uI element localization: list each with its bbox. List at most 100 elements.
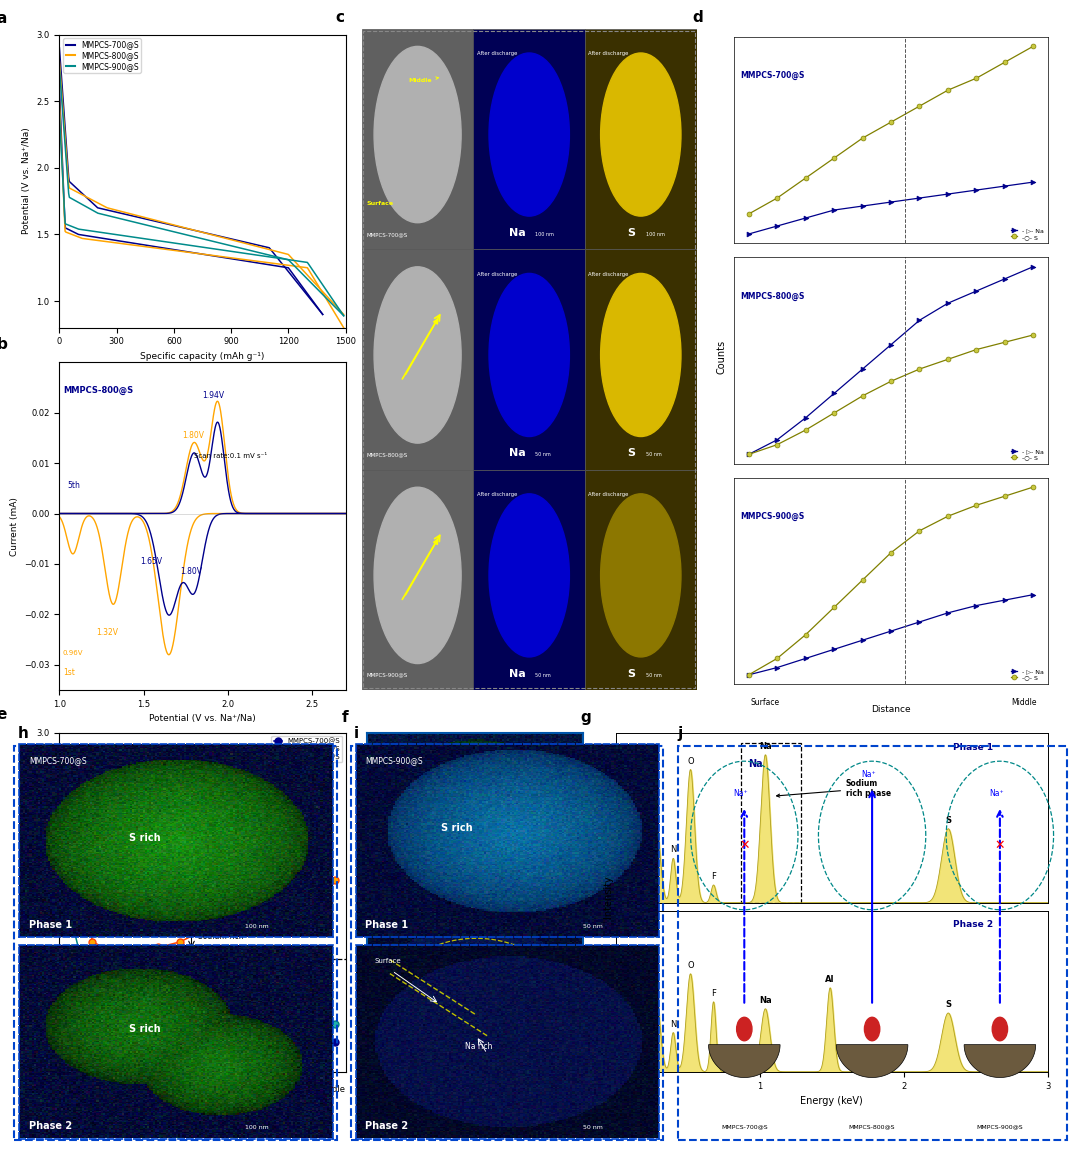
-○- S: [942, 352, 955, 366]
Text: SEI film: SEI film: [401, 1032, 429, 1041]
Text: MMPCS-800@S: MMPCS-800@S: [63, 385, 133, 394]
Polygon shape: [708, 1044, 780, 1078]
- ▷- Na: [913, 313, 926, 327]
-○- S: [942, 509, 955, 523]
Text: N: N: [670, 1020, 676, 1029]
MMPCS-800@S: [152, 941, 165, 954]
Text: Na: Na: [748, 759, 762, 768]
- ▷- Na: [1027, 588, 1040, 601]
-○- S: [742, 207, 755, 221]
Text: MMPCS-900@S: MMPCS-900@S: [366, 673, 407, 677]
X-axis label: Potential (V vs. Na⁺/Na): Potential (V vs. Na⁺/Na): [149, 714, 256, 723]
Polygon shape: [836, 1044, 908, 1078]
Legend: - ▷- Na, -○- S: - ▷- Na, -○- S: [1010, 228, 1044, 240]
MMPCS-800@S: [174, 935, 187, 949]
Text: h: h: [17, 726, 28, 741]
-○- S: [771, 438, 784, 452]
Text: i: i: [354, 726, 360, 741]
- ▷- Na: [970, 183, 983, 197]
Text: S: S: [627, 669, 635, 678]
-○- S: [885, 546, 897, 560]
MMPCS-700@S: [328, 1035, 341, 1049]
- ▷- Na: [1027, 175, 1040, 189]
-○- S: [856, 389, 869, 402]
- ▷- Na: [856, 634, 869, 647]
MMPCS-900@S: [152, 1014, 165, 1028]
Text: 50 nm: 50 nm: [646, 673, 662, 677]
Line: MMPCS-800@S: MMPCS-800@S: [67, 803, 338, 963]
Text: 50 nm: 50 nm: [583, 1125, 603, 1129]
- ▷- Na: [799, 411, 812, 424]
Legend: MMPCS-700@S, MMPCS-800@S, MMPCS-900@S: MMPCS-700@S, MMPCS-800@S, MMPCS-900@S: [64, 38, 140, 72]
Text: 5th: 5th: [68, 482, 81, 490]
Bar: [362, 29, 473, 250]
-○- S: [827, 406, 840, 420]
- ▷- Na: [913, 615, 926, 629]
- ▷- Na: [742, 668, 755, 682]
Legend: - ▷- Na, -○- S: - ▷- Na, -○- S: [1010, 668, 1044, 681]
Text: 100 nm: 100 nm: [646, 232, 665, 237]
MMPCS-700@S: [174, 1033, 187, 1046]
MMPCS-700@S: [130, 1030, 143, 1044]
MMPCS-900@S: [328, 1018, 341, 1032]
-○- S: [913, 524, 926, 538]
Text: C: C: [653, 808, 659, 818]
- ▷- Na: [885, 196, 897, 209]
Text: Phase 1: Phase 1: [376, 745, 419, 754]
- ▷- Na: [856, 362, 869, 376]
MMPCS-800@S: [64, 799, 77, 813]
Text: Middle: Middle: [318, 1086, 346, 1094]
-○- S: [913, 362, 926, 376]
Text: 50 nm: 50 nm: [535, 673, 551, 677]
Text: Na rich: Na rich: [465, 1043, 492, 1051]
-○- S: [1027, 328, 1040, 342]
- ▷- Na: [771, 660, 784, 674]
MMPCS-700@S: [197, 1035, 210, 1049]
Text: O: O: [687, 757, 693, 766]
Bar: [473, 469, 585, 690]
Text: Na: Na: [759, 996, 772, 1005]
-○- S: [970, 498, 983, 512]
Text: S: S: [627, 228, 635, 238]
Text: b: b: [0, 337, 8, 352]
Text: 50 nm: 50 nm: [535, 452, 551, 458]
Ellipse shape: [489, 493, 569, 657]
MMPCS-800@S: [130, 952, 143, 966]
-○- S: [771, 191, 784, 205]
MMPCS-800@S: [197, 923, 210, 937]
Text: F: F: [711, 989, 716, 998]
Legend: MMPCS-700@S, MMPCS-800@S, MMPCS-900@S: MMPCS-700@S, MMPCS-800@S, MMPCS-900@S: [271, 736, 342, 762]
Bar: [585, 29, 697, 250]
Text: Scan rate:0.1 mV s⁻¹: Scan rate:0.1 mV s⁻¹: [194, 453, 267, 459]
Text: MMPCS-800@S: MMPCS-800@S: [849, 1125, 895, 1129]
X-axis label: Specific capacity (mAh g⁻¹): Specific capacity (mAh g⁻¹): [140, 352, 265, 361]
Text: 100 nm: 100 nm: [245, 923, 269, 928]
Text: Phase 2: Phase 2: [365, 1121, 408, 1130]
- ▷- Na: [827, 386, 840, 400]
Text: After discharge: After discharge: [476, 271, 517, 277]
MMPCS-800@S: [306, 884, 319, 898]
Text: c: c: [335, 10, 345, 25]
MMPCS-800@S: [284, 890, 297, 904]
-○- S: [856, 131, 869, 145]
- ▷- Na: [885, 338, 897, 352]
-○- S: [942, 83, 955, 97]
Circle shape: [993, 1018, 1008, 1041]
Text: S rich: S rich: [130, 833, 161, 843]
Line: -○- S: -○- S: [746, 332, 1036, 457]
- ▷- Na: [742, 447, 755, 461]
Text: Phase 2: Phase 2: [376, 922, 419, 933]
Text: After discharge: After discharge: [589, 271, 629, 277]
-○- S: [1027, 481, 1040, 494]
Text: 0.96V: 0.96V: [63, 650, 83, 655]
Ellipse shape: [600, 274, 681, 437]
Text: 1.80V: 1.80V: [180, 567, 203, 576]
MMPCS-900@S: [174, 1011, 187, 1025]
Y-axis label: Current (mA): Current (mA): [10, 497, 18, 555]
MMPCS-700@S: [64, 1033, 77, 1046]
Bar: [585, 250, 697, 469]
Text: After discharge: After discharge: [589, 492, 629, 497]
Text: S: S: [627, 448, 635, 459]
Text: 1.94V: 1.94V: [203, 391, 225, 399]
Text: MMPCS-900@S: MMPCS-900@S: [741, 512, 805, 521]
